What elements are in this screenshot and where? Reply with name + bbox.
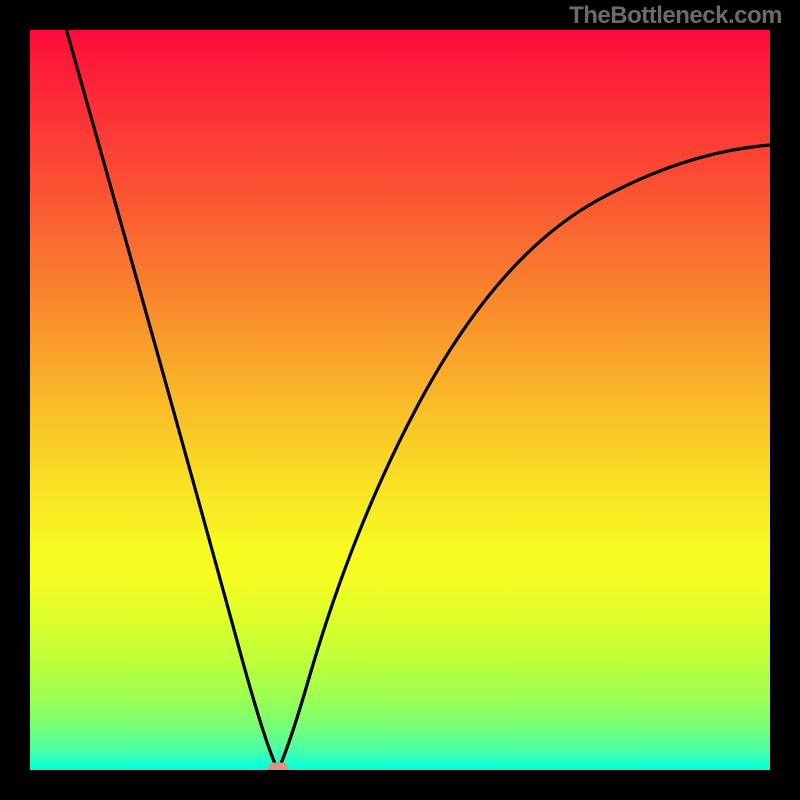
bottleneck-chart: [0, 0, 800, 800]
minimum-marker: [268, 763, 288, 776]
watermark-text: TheBottleneck.com: [569, 2, 782, 30]
gradient-background: [30, 30, 770, 770]
